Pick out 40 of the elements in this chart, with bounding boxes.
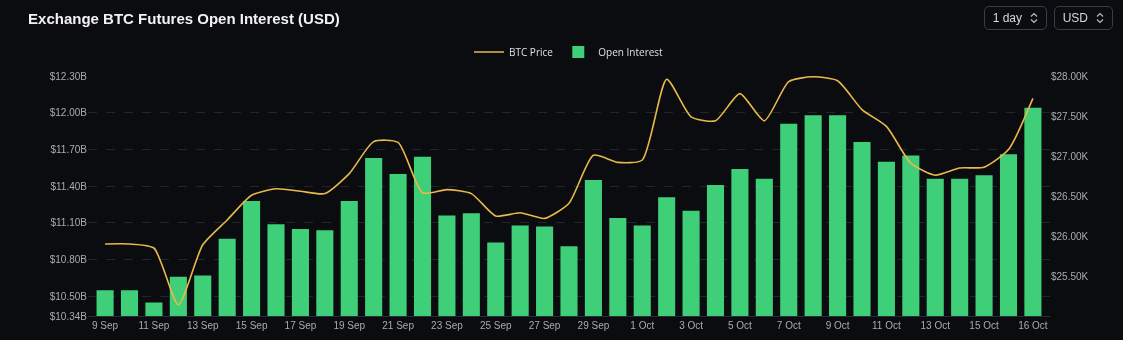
y-tick-label: $12.00B bbox=[49, 107, 88, 119]
x-tick-label: 23 Sep bbox=[431, 320, 464, 331]
x-tick-label: 9 Oct bbox=[825, 320, 850, 331]
y-tick-label: $10.34B bbox=[49, 310, 88, 322]
x-tick-label: 17 Sep bbox=[284, 320, 317, 331]
y2-tick-label: $26.50K bbox=[1051, 190, 1089, 202]
y-tick-label: $11.10B bbox=[50, 217, 88, 229]
x-tick-label: 13 Sep bbox=[186, 320, 220, 331]
x-tick-label: 15 Oct bbox=[969, 320, 1000, 331]
y-tick-label: $10.80B bbox=[49, 254, 88, 266]
x-tick-label: 13 Oct bbox=[920, 320, 951, 331]
y2-tick-label: $27.00K bbox=[1051, 150, 1089, 162]
y-tick-label: $11.40B bbox=[50, 180, 88, 192]
x-tick-label: 16 Oct bbox=[1018, 320, 1048, 331]
y2-tick-label: $25.50K bbox=[1051, 270, 1089, 282]
x-tick-label: 3 Oct bbox=[679, 320, 704, 331]
y2-tick-label: $27.50K bbox=[1051, 110, 1089, 122]
text: 1 day bbox=[992, 11, 1022, 25]
text: USD bbox=[1062, 11, 1088, 25]
line-series bbox=[104, 76, 1034, 306]
legend-label: BTC Price bbox=[509, 44, 554, 59]
x-tick-label: 11 Sep bbox=[138, 320, 170, 331]
x-tick-label: 29 Sep bbox=[577, 320, 610, 331]
x-tick-label: 1 Oct bbox=[630, 320, 655, 331]
x-tick-label: 19 Sep bbox=[333, 320, 366, 331]
y-tick-label: $11.70B bbox=[50, 143, 88, 155]
x-tick-label: 15 Sep bbox=[235, 320, 268, 331]
chart-title: Exchange BTC Futures Open Interest (USD) bbox=[28, 9, 340, 27]
x-tick-label: 5 Oct bbox=[727, 320, 753, 331]
x-tick-label: 7 Oct bbox=[776, 320, 801, 331]
x-tick-label: 25 Sep bbox=[479, 320, 513, 331]
y-tick-label: $10.50B bbox=[49, 290, 88, 302]
x-tick-label: 27 Sep bbox=[528, 320, 561, 331]
y2-tick-label: $28.00K bbox=[1051, 70, 1089, 82]
x-tick-label: 11 Oct bbox=[872, 320, 901, 331]
x-tick-label: 21 Sep bbox=[382, 320, 415, 331]
y-tick-label: $12.30B bbox=[49, 70, 88, 82]
legend-label: Open Interest bbox=[598, 44, 664, 59]
x-tick-label: 9 Sep bbox=[92, 320, 119, 331]
y2-tick-label: $26.00K bbox=[1051, 230, 1089, 242]
